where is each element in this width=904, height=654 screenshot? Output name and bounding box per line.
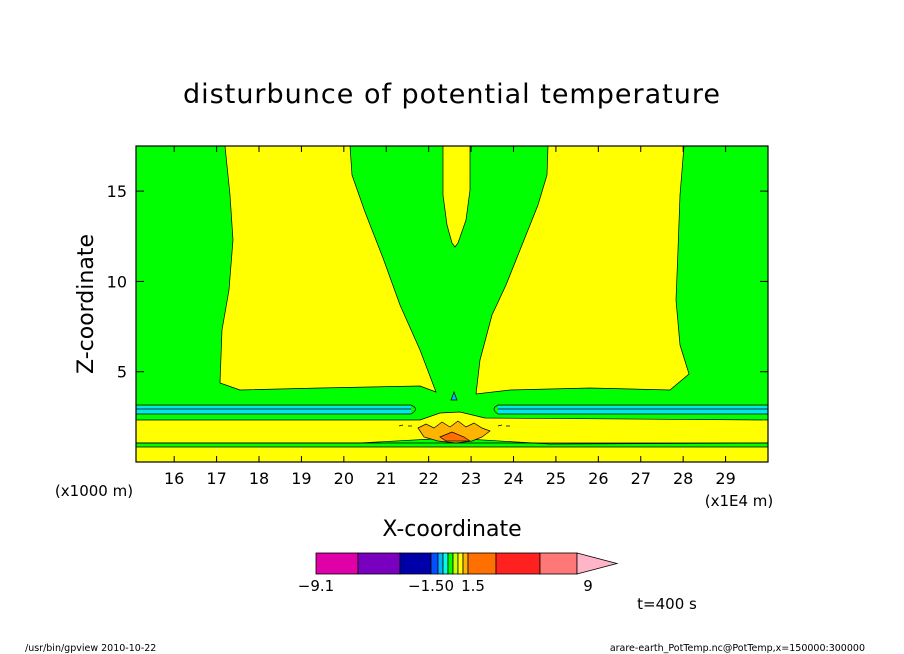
colorbar-labels: −9.1 −1.50 1.5 9	[298, 577, 593, 595]
cyan-band-left	[136, 406, 411, 414]
cyan-band-right	[498, 406, 768, 414]
x-tick-label: 29	[715, 469, 735, 488]
x-axis-title: X-coordinate	[382, 517, 521, 542]
y-axis-title: Z-coordinate	[74, 234, 99, 374]
contour-fill-warm-bottom	[136, 447, 768, 462]
colorbar-swatch	[399, 552, 432, 575]
x-tick-label: 19	[291, 469, 311, 488]
y-unit-label: (x1000 m)	[55, 482, 133, 500]
time-label: t=400 s	[637, 595, 697, 613]
x-tick-label: 28	[673, 469, 693, 488]
contour-fill-warm-left	[219, 145, 437, 393]
contour-fill-warm-right	[475, 145, 690, 395]
contour-fill-hot-core	[439, 431, 472, 442]
colorbar-swatch	[457, 552, 464, 575]
colorbar-swatch	[467, 552, 497, 575]
colorbar	[315, 552, 619, 575]
y-tick-label: 10	[107, 272, 127, 291]
chart-title: disturbunce of potential temperature	[183, 79, 721, 110]
x-tick-label: 26	[588, 469, 608, 488]
colorbar-label: 9	[583, 577, 593, 595]
contour-fill-cool-spot	[450, 391, 458, 401]
footer-right: arare-earth_PotTemp.nc@PotTemp,x=150000:…	[610, 643, 865, 654]
contour-fill-hot-center	[417, 420, 491, 444]
colorbar-label: 1.5	[461, 577, 485, 595]
x-tick-label: 16	[164, 469, 184, 488]
plot-area	[135, 145, 769, 463]
colorbar-swatch	[442, 552, 449, 575]
y-axis: 5 10 15	[107, 182, 768, 382]
colorbar-swatch	[357, 552, 401, 575]
x-tick-label: 25	[546, 469, 566, 488]
contour-line	[410, 404, 416, 415]
x-tick-label: 17	[206, 469, 226, 488]
x-tick-label: 23	[461, 469, 481, 488]
colorbar-swatch	[495, 552, 541, 575]
x-unit-label: (x1E4 m)	[705, 492, 774, 510]
colorbar-label: −9.1	[298, 577, 334, 595]
footer-left: /usr/bin/gpview 2010-10-22	[25, 643, 156, 654]
contour-line	[398, 424, 510, 427]
y-tick-label: 5	[117, 363, 127, 382]
x-tick-label: 24	[503, 469, 523, 488]
colorbar-label: −1.50	[408, 577, 454, 595]
contour-fill-warm-center	[442, 145, 471, 248]
x-tick-label: 22	[418, 469, 438, 488]
colorbar-swatch	[437, 552, 444, 575]
colorbar-swatch	[462, 552, 469, 575]
x-axis: 16 17 18 19 20 21 22 23 24 25 26 27 28 29	[164, 146, 736, 488]
colorbar-swatch	[315, 552, 359, 575]
x-tick-label: 18	[249, 469, 269, 488]
plot-frame	[135, 145, 769, 463]
colorbar-swatch	[452, 552, 459, 575]
colorbar-swatch	[430, 552, 439, 575]
x-tick-label: 27	[631, 469, 651, 488]
colorbar-extend-arrow	[576, 552, 619, 575]
colorbar-swatch	[447, 552, 454, 575]
contour-line	[493, 404, 499, 415]
x-tick-label: 21	[376, 469, 396, 488]
y-tick-label: 15	[107, 182, 127, 201]
x-tick-label: 20	[334, 469, 354, 488]
colorbar-swatch	[539, 552, 578, 575]
